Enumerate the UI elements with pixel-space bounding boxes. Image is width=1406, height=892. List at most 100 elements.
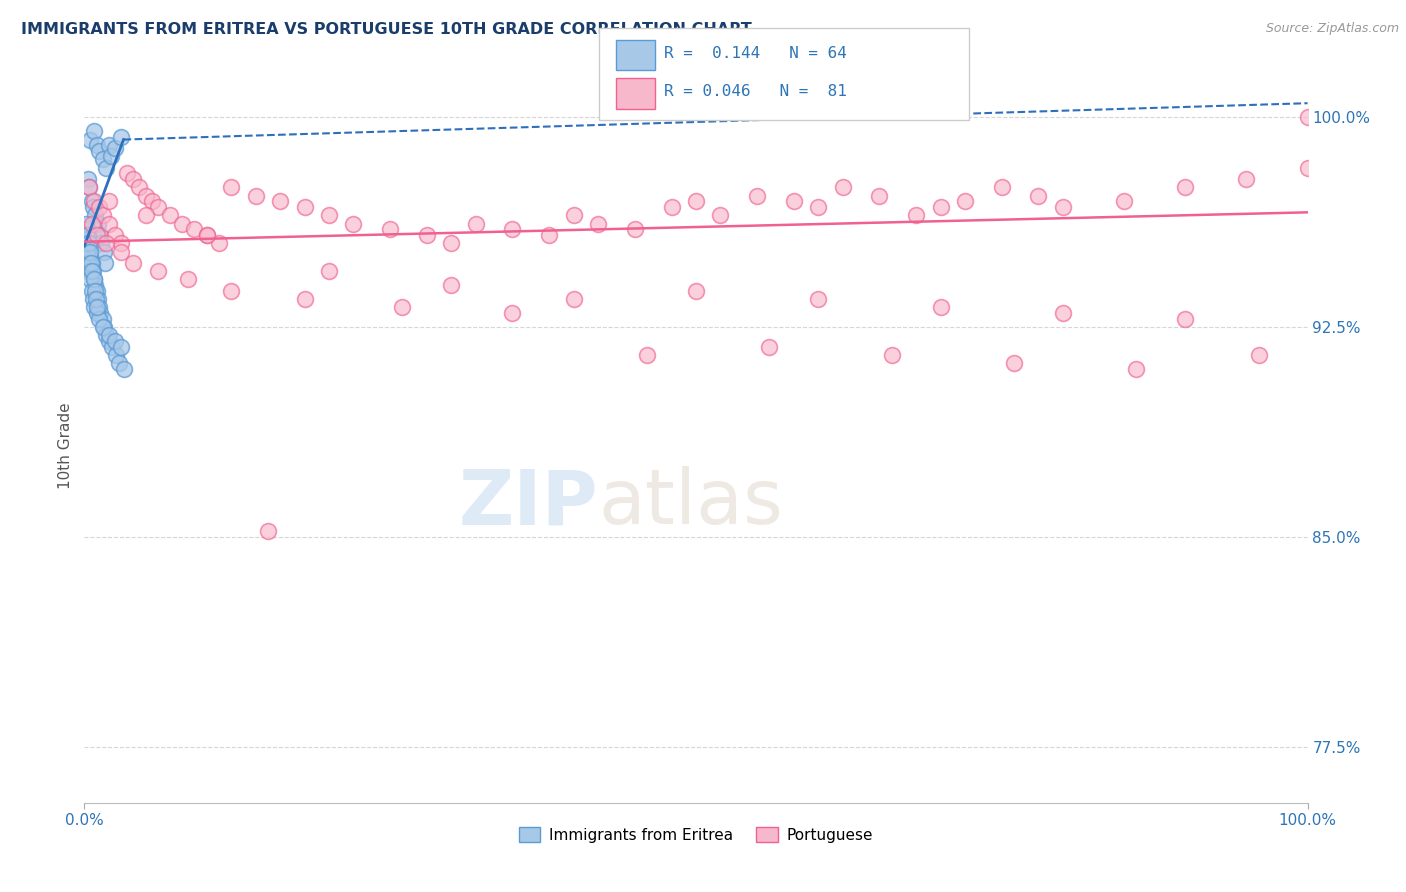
Point bbox=[97, 194, 120, 208]
Point bbox=[83, 301, 105, 315]
Point bbox=[87, 292, 110, 306]
Point bbox=[86, 227, 108, 242]
Point bbox=[104, 141, 127, 155]
Point bbox=[342, 217, 364, 231]
Point bbox=[195, 227, 218, 242]
Point bbox=[83, 272, 105, 286]
Point bbox=[100, 149, 122, 163]
Point bbox=[562, 208, 585, 222]
Point bbox=[135, 188, 157, 202]
Point bbox=[110, 340, 132, 354]
Point bbox=[77, 171, 100, 186]
Text: ZIP: ZIP bbox=[458, 467, 598, 540]
Point bbox=[159, 208, 181, 222]
Point bbox=[97, 217, 120, 231]
Point bbox=[464, 217, 486, 231]
Point bbox=[87, 200, 110, 214]
Point bbox=[929, 301, 952, 315]
Point bbox=[77, 256, 100, 270]
Point bbox=[709, 208, 731, 222]
Point bbox=[110, 244, 132, 259]
Point bbox=[110, 236, 132, 251]
Point bbox=[953, 194, 976, 208]
Point bbox=[1236, 171, 1258, 186]
Point bbox=[86, 138, 108, 153]
Point bbox=[269, 194, 291, 208]
Point bbox=[624, 222, 647, 236]
Point bbox=[82, 264, 104, 278]
Point bbox=[294, 292, 316, 306]
Point bbox=[86, 284, 108, 298]
Point bbox=[1114, 194, 1136, 208]
Point bbox=[80, 217, 103, 231]
Text: R =  0.144   N = 64: R = 0.144 N = 64 bbox=[664, 46, 846, 61]
Point bbox=[79, 132, 101, 146]
Legend: Immigrants from Eritrea, Portuguese: Immigrants from Eritrea, Portuguese bbox=[513, 821, 879, 848]
Point bbox=[1002, 356, 1025, 370]
Point bbox=[141, 194, 163, 208]
Point bbox=[82, 292, 104, 306]
Point bbox=[77, 180, 100, 194]
Point bbox=[1174, 180, 1197, 194]
Point bbox=[416, 227, 439, 242]
Point bbox=[97, 138, 120, 153]
Point bbox=[146, 264, 169, 278]
Point bbox=[257, 524, 280, 539]
Point bbox=[122, 256, 145, 270]
Point bbox=[112, 362, 135, 376]
Point bbox=[905, 208, 928, 222]
Point bbox=[83, 272, 105, 286]
Point bbox=[747, 188, 769, 202]
Point bbox=[107, 356, 129, 370]
Point bbox=[75, 236, 97, 251]
Point bbox=[87, 311, 110, 326]
Point bbox=[318, 264, 340, 278]
Point bbox=[94, 256, 117, 270]
Point bbox=[502, 222, 524, 236]
Point bbox=[105, 348, 128, 362]
Point bbox=[294, 200, 316, 214]
Point bbox=[636, 348, 658, 362]
Point bbox=[122, 171, 145, 186]
Point bbox=[82, 264, 104, 278]
Point bbox=[538, 227, 561, 242]
Point bbox=[219, 180, 242, 194]
Point bbox=[83, 194, 105, 208]
Point bbox=[89, 306, 111, 320]
Point bbox=[807, 200, 830, 214]
Point bbox=[195, 227, 218, 242]
Point bbox=[1125, 362, 1147, 376]
Point bbox=[80, 194, 103, 208]
Point bbox=[1052, 306, 1074, 320]
Point bbox=[562, 292, 585, 306]
Point bbox=[245, 188, 267, 202]
Point bbox=[97, 328, 120, 343]
Point bbox=[87, 301, 110, 315]
Point bbox=[80, 256, 103, 270]
Point bbox=[391, 301, 413, 315]
Point bbox=[86, 301, 108, 315]
Point bbox=[1296, 161, 1319, 175]
Point bbox=[77, 264, 100, 278]
Point bbox=[84, 278, 107, 293]
Point bbox=[685, 284, 707, 298]
Text: atlas: atlas bbox=[598, 467, 783, 540]
Point bbox=[87, 217, 110, 231]
Point bbox=[380, 222, 402, 236]
Point bbox=[90, 236, 112, 251]
Point bbox=[76, 227, 98, 242]
Text: R = 0.046   N =  81: R = 0.046 N = 81 bbox=[664, 85, 846, 99]
Point bbox=[1028, 188, 1050, 202]
Point bbox=[84, 208, 107, 222]
Point bbox=[79, 250, 101, 264]
Point bbox=[91, 320, 114, 334]
Point bbox=[208, 236, 231, 251]
Point bbox=[86, 306, 108, 320]
Point bbox=[93, 244, 115, 259]
Point bbox=[1052, 200, 1074, 214]
Point bbox=[135, 208, 157, 222]
Point bbox=[183, 222, 205, 236]
Point bbox=[991, 180, 1014, 194]
Y-axis label: 10th Grade: 10th Grade bbox=[58, 402, 73, 490]
Point bbox=[929, 200, 952, 214]
